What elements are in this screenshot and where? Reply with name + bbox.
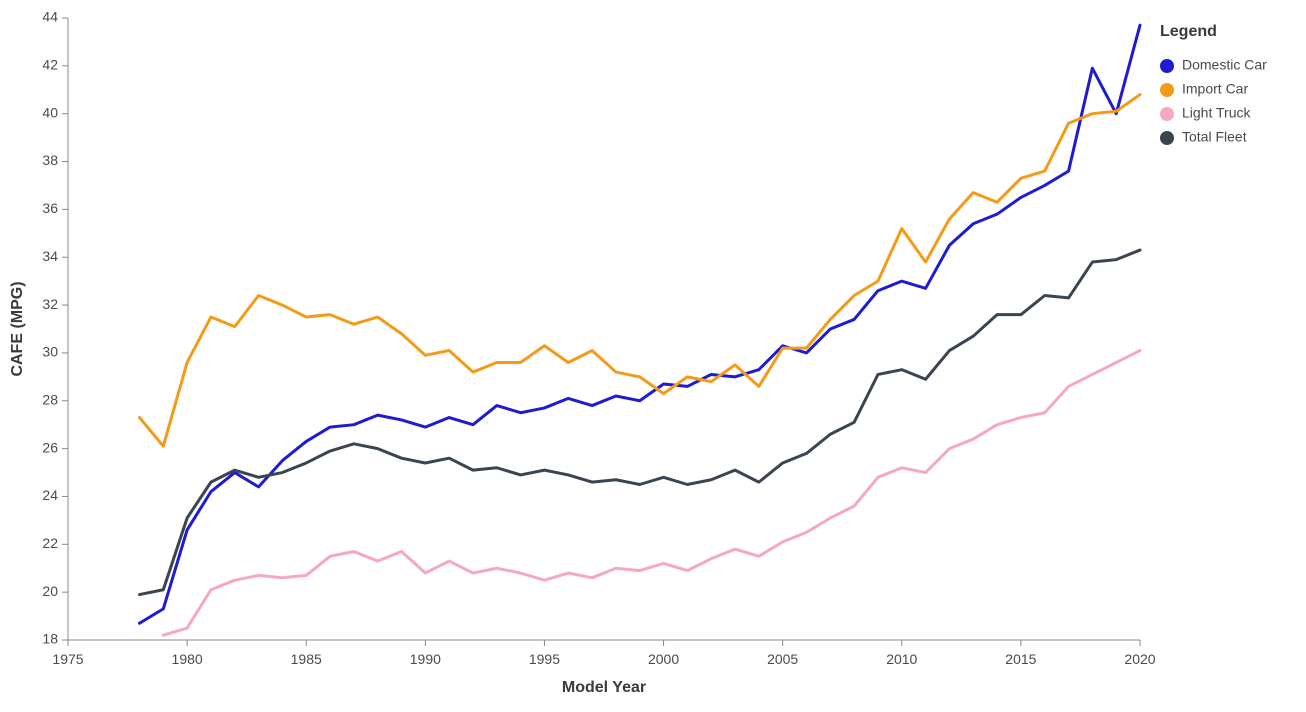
svg-text:1975: 1975 (52, 651, 83, 667)
svg-text:1980: 1980 (172, 651, 203, 667)
legend-marker-2 (1160, 107, 1174, 121)
svg-text:30: 30 (42, 344, 58, 360)
svg-text:2015: 2015 (1005, 651, 1036, 667)
svg-text:24: 24 (42, 487, 58, 503)
svg-text:36: 36 (42, 200, 58, 216)
svg-text:2010: 2010 (886, 651, 917, 667)
legend-label-2: Light Truck (1182, 105, 1251, 121)
svg-text:20: 20 (42, 583, 58, 599)
svg-text:32: 32 (42, 296, 58, 312)
svg-text:22: 22 (42, 535, 58, 551)
y-axis-label: CAFE (MPG) (9, 281, 26, 376)
svg-text:1985: 1985 (291, 651, 322, 667)
svg-text:26: 26 (42, 439, 58, 455)
legend-title: Legend (1160, 23, 1217, 40)
svg-text:2005: 2005 (767, 651, 798, 667)
legend-marker-1 (1160, 83, 1174, 97)
svg-text:34: 34 (42, 248, 58, 264)
svg-text:1995: 1995 (529, 651, 560, 667)
x-axis-label: Model Year (562, 679, 646, 696)
svg-text:18: 18 (42, 631, 58, 647)
svg-text:38: 38 (42, 152, 58, 168)
svg-text:40: 40 (42, 104, 58, 120)
legend-marker-0 (1160, 59, 1174, 73)
svg-text:1990: 1990 (410, 651, 441, 667)
cafe-mpg-line-chart: 18 20 22 24 26 28 30 32 34 36 38 40 42 44 1975 1980 1985… (0, 0, 1306, 712)
svg-text:2020: 2020 (1124, 651, 1155, 667)
svg-text:42: 42 (42, 57, 58, 73)
legend-label-0: Domestic Car (1182, 57, 1267, 73)
svg-text:28: 28 (42, 391, 58, 407)
legend-label-3: Total Fleet (1182, 129, 1247, 145)
legend-marker-3 (1160, 131, 1174, 145)
svg-text:44: 44 (42, 9, 58, 25)
chart-svg: 18 20 22 24 26 28 30 32 34 36 38 40 42 44 1975 1980 1985… (0, 0, 1306, 712)
legend-label-1: Import Car (1182, 81, 1248, 97)
svg-text:2000: 2000 (648, 651, 679, 667)
